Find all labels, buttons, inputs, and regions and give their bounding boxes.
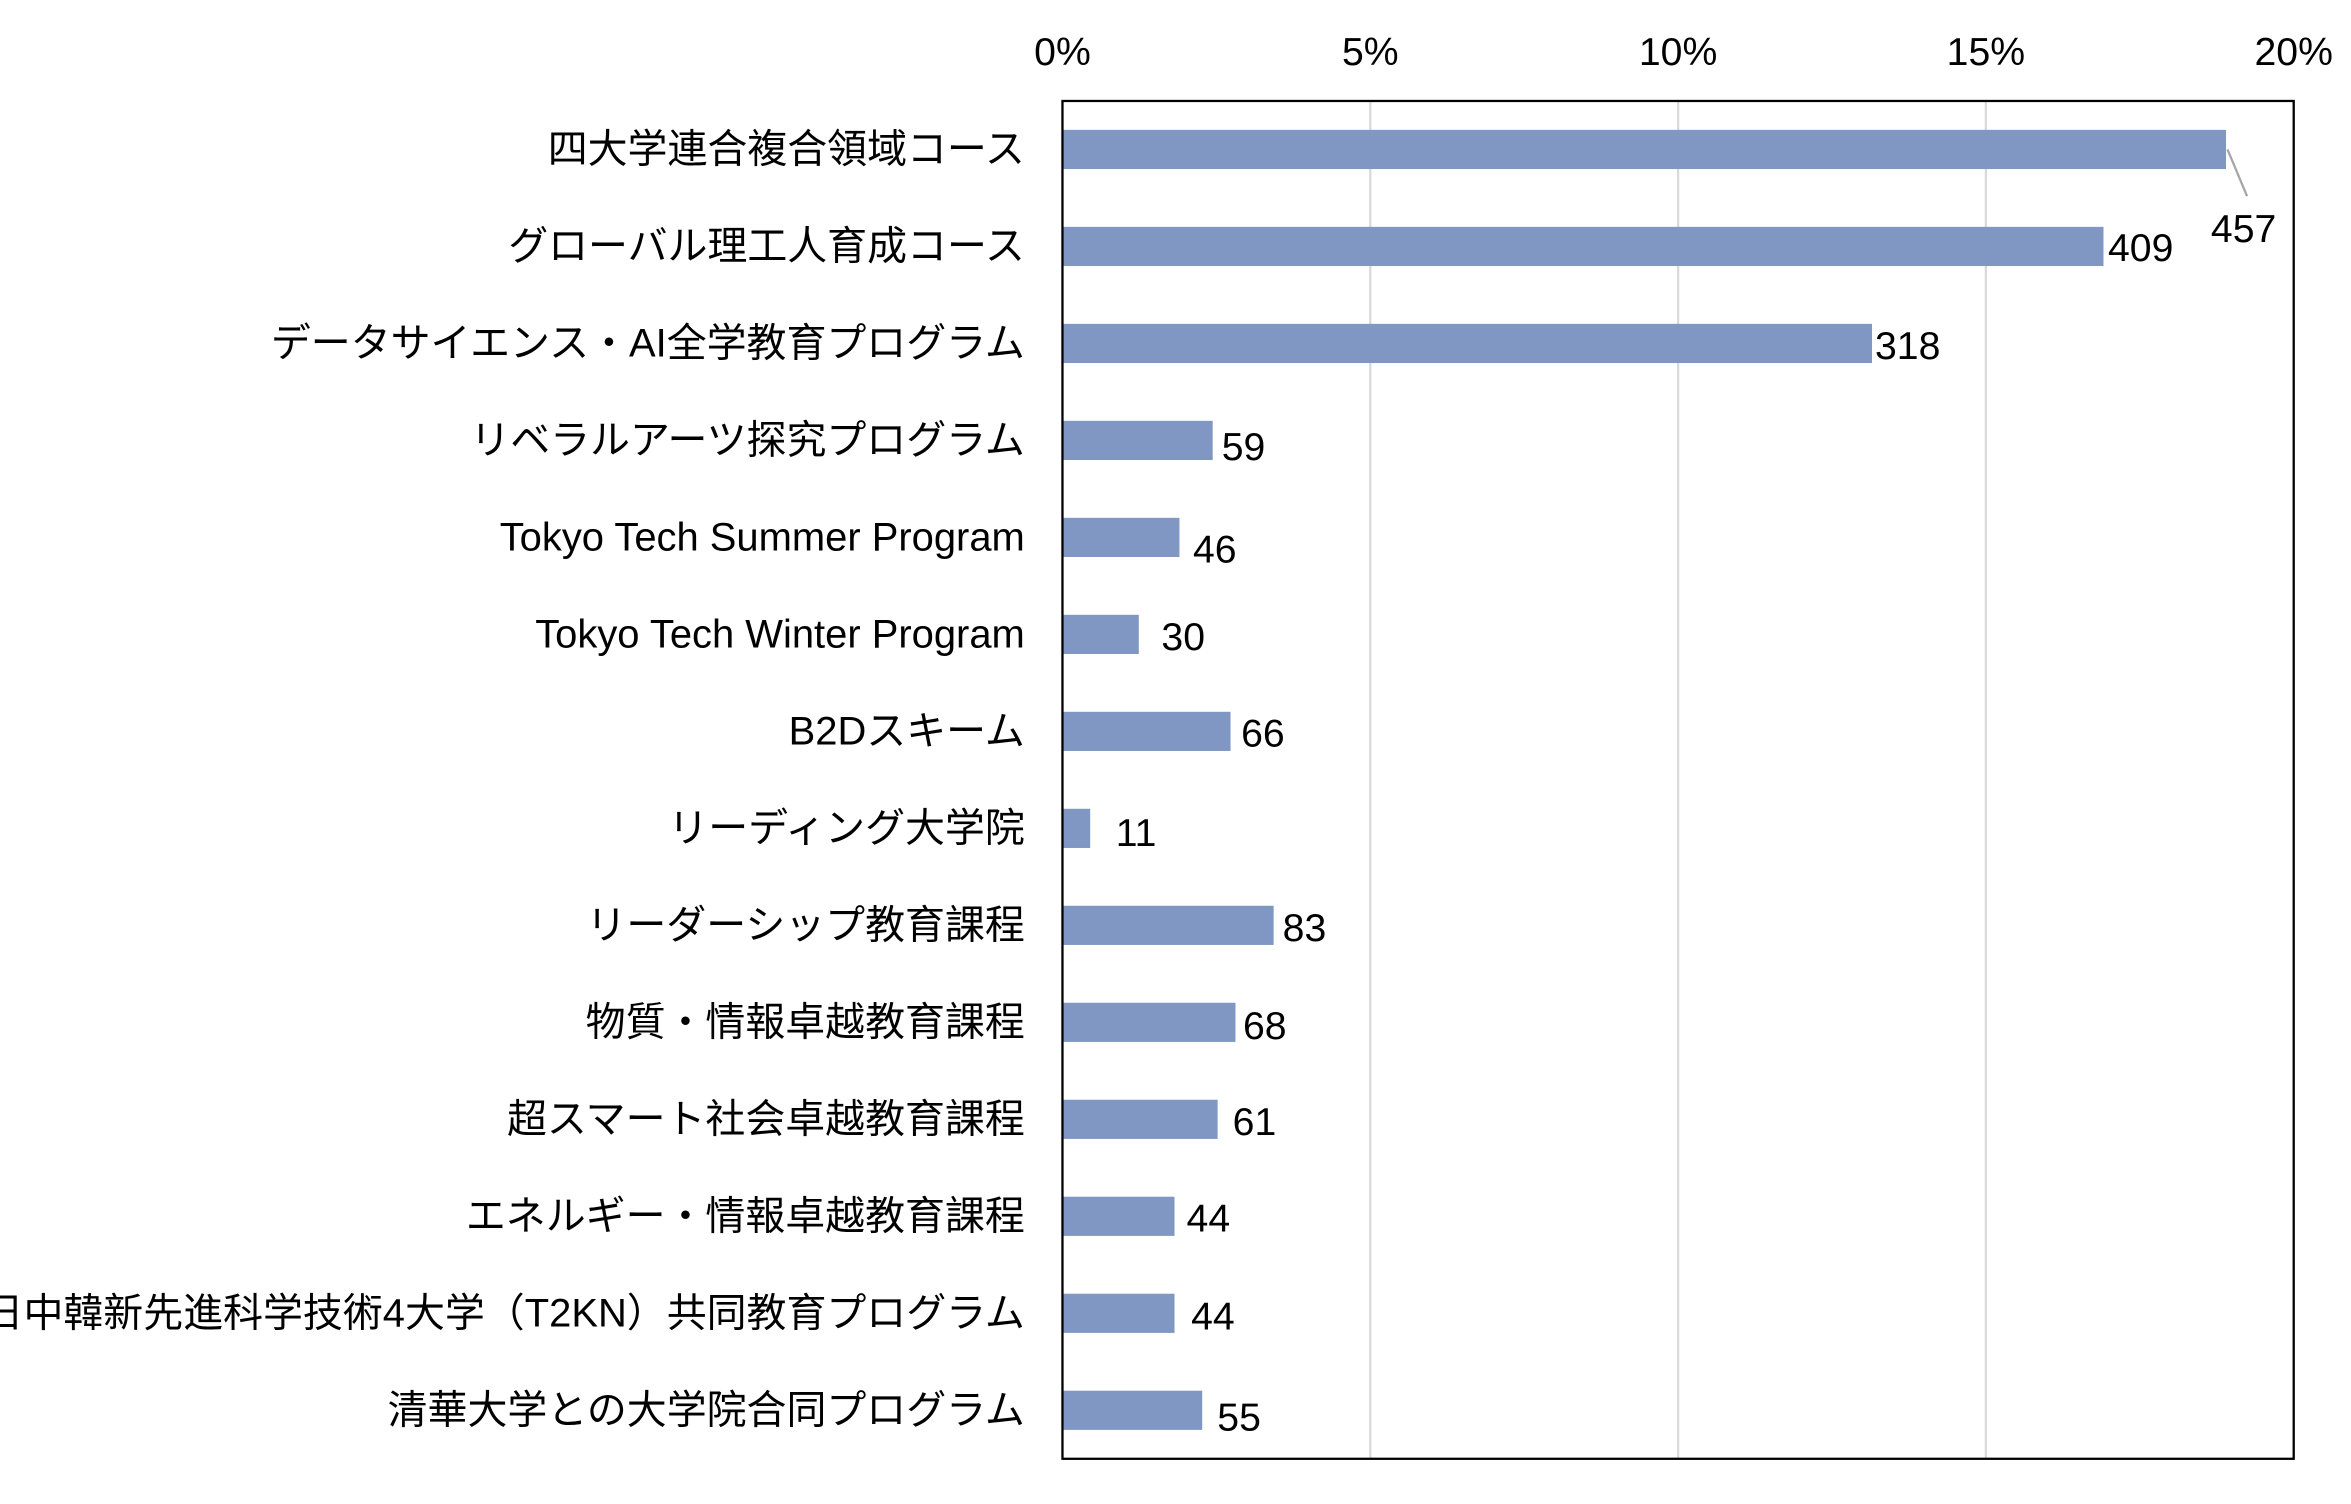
x-tick-label: 10% [1639, 31, 1717, 74]
bar [1062, 1293, 1175, 1333]
bars [1062, 129, 2226, 1430]
x-tick-label: 5% [1342, 31, 1399, 74]
bar [1062, 1196, 1175, 1236]
data-label: 59 [1222, 426, 1266, 469]
bar [1062, 1390, 1203, 1430]
category-label: リーダーシップ教育課程 [586, 903, 1024, 947]
category-label: 日中韓新先進科学技術4大学（T2KN）共同教育プログラム [0, 1291, 1025, 1335]
data-label: 30 [1161, 616, 1205, 659]
data-label: 11 [1116, 812, 1157, 855]
bar [1062, 808, 1091, 848]
data-label: 44 [1191, 1296, 1235, 1339]
data-label: 83 [1283, 907, 1327, 950]
bar [1062, 517, 1180, 558]
data-label: 55 [1217, 1396, 1261, 1439]
category-label: Tokyo Tech Summer Program [500, 515, 1025, 559]
plot-area-border [1061, 99, 2295, 1460]
category-label: リーディング大学院 [668, 806, 1025, 850]
gridlines [1061, 100, 2295, 1459]
bar [1062, 226, 2104, 267]
data-label: 46 [1193, 529, 1237, 572]
labels: 0% 5% 10% 15% 20% 四大学連合複合領域コース 457 グローバル理工人育成コー… [0, 31, 2333, 1439]
category-label: グローバル理工人育成コース [508, 224, 1025, 268]
data-label: 44 [1187, 1198, 1231, 1241]
category-label: Tokyo Tech Winter Program [535, 612, 1025, 656]
category-label: 物質・情報卓越教育課程 [586, 1000, 1025, 1044]
bar [1062, 1099, 1218, 1139]
bar [1062, 1002, 1236, 1042]
category-label: 四大学連合複合領域コース [548, 127, 1025, 171]
data-label: 61 [1233, 1101, 1277, 1144]
bar [1062, 905, 1274, 945]
category-label: リベラルアーツ探究プログラム [470, 418, 1025, 462]
bar [1062, 323, 1873, 364]
x-tick-label: 15% [1947, 31, 2025, 74]
category-label: エネルギー・情報卓越教育課程 [466, 1194, 1025, 1238]
x-tick-label: 20% [2255, 31, 2333, 74]
data-label: 318 [1875, 325, 1940, 368]
category-label: B2Dスキーム [789, 709, 1025, 753]
bar [1062, 129, 2226, 170]
data-label: 457 [2211, 208, 2276, 251]
data-label: 66 [1241, 712, 1285, 755]
x-tick-label: 0% [1034, 31, 1091, 74]
plot-area [1061, 99, 2295, 1460]
category-label: データサイエンス・AI全学教育プログラム [271, 321, 1025, 365]
category-label: 清華大学との大学院合同プログラム [388, 1388, 1025, 1432]
data-label: 409 [2108, 227, 2173, 270]
leader-line [2226, 149, 2249, 197]
bar [1062, 711, 1231, 751]
bar [1062, 614, 1139, 654]
data-label: 68 [1243, 1005, 1287, 1048]
bar [1062, 420, 1213, 461]
category-label: 超スマート社会卓越教育課程 [507, 1097, 1025, 1141]
